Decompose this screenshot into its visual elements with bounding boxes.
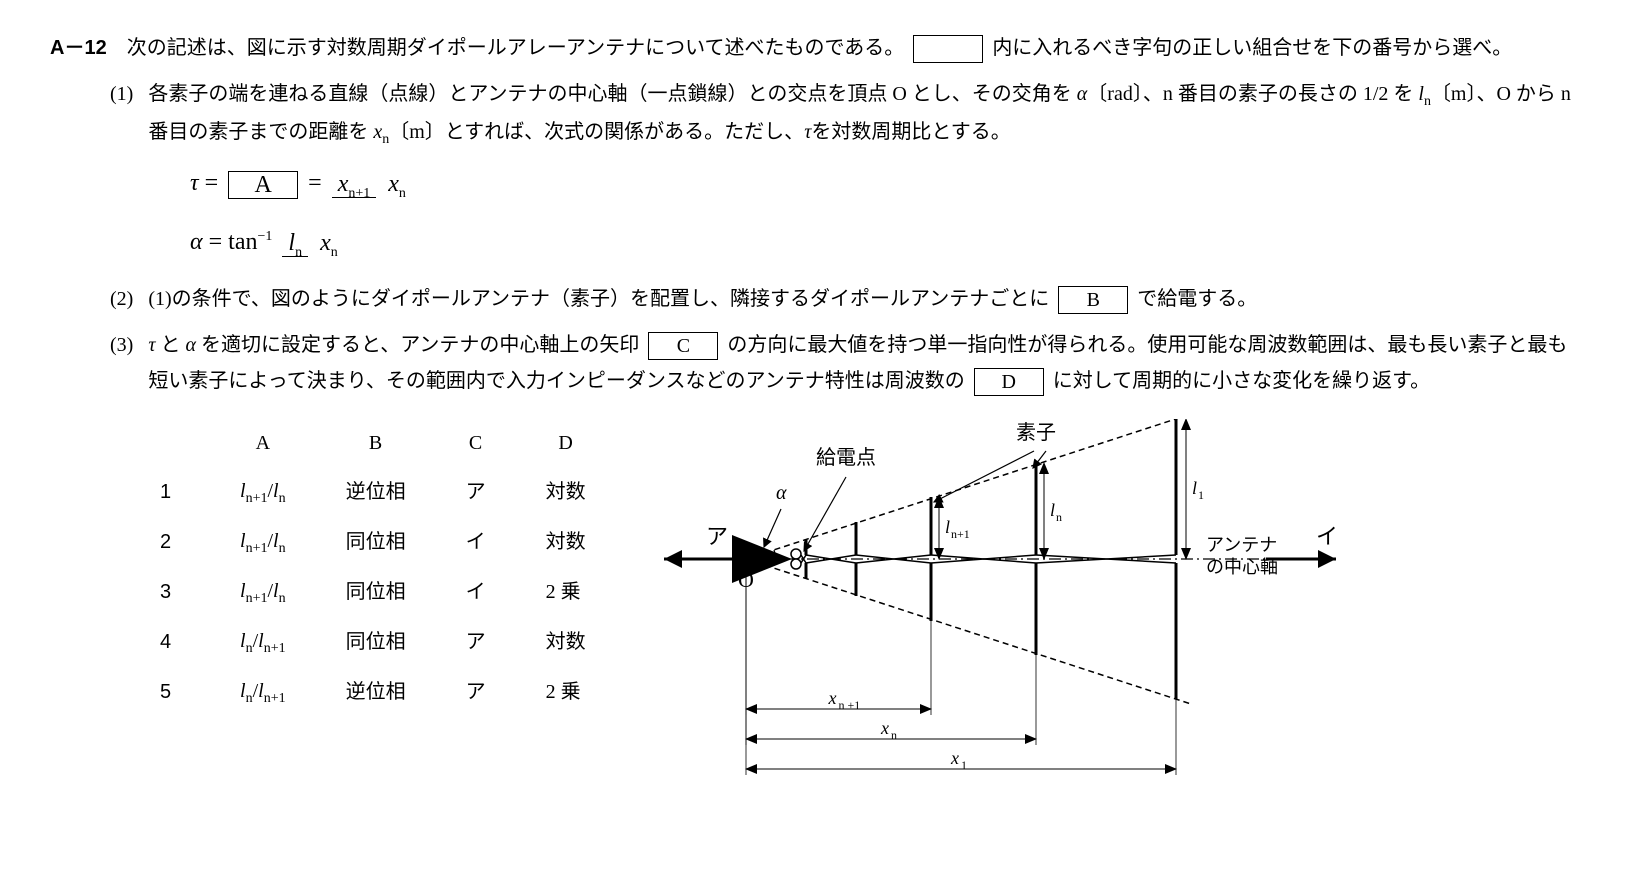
svg-text:n: n: [1056, 510, 1062, 524]
cell-c: ア: [436, 667, 516, 717]
cell-a: ln+1/ln: [210, 517, 316, 567]
row-number: 2: [150, 517, 210, 567]
cell-a: ln+1/ln: [210, 467, 316, 517]
antenna-diagram-svg: アイOα給電点素子アンテナの中心軸ln+1lnl1xn +1xnx1: [646, 419, 1346, 789]
cell-b: 逆位相: [316, 467, 436, 517]
table-header-row: A B C D: [150, 419, 616, 467]
svg-text:1: 1: [961, 758, 967, 772]
intro-suffix: 内に入れるべき字句の正しい組合せを下の番号から選べ。: [992, 37, 1512, 59]
svg-text:アンテナ: アンテナ: [1206, 535, 1277, 555]
cell-d: 2 乗: [516, 567, 616, 617]
blank-box-b: B: [1058, 286, 1128, 314]
svg-text:1: 1: [1198, 488, 1204, 502]
svg-text:x: x: [827, 688, 836, 708]
svg-text:給電点: 給電点: [816, 446, 876, 469]
fraction-lx: ln xn: [282, 222, 343, 265]
answer-table: A B C D 1 ln+1/ln 逆位相 ア 対数 2 ln+1/ln 同位相…: [150, 419, 616, 718]
svg-text:n+1: n+1: [951, 527, 970, 541]
generic-blank-box: [913, 35, 983, 63]
fraction-x: xn+1 xn: [332, 163, 412, 206]
table-row: 2 ln+1/ln 同位相 イ 対数: [150, 517, 616, 567]
svg-text:イ: イ: [1316, 524, 1338, 549]
svg-text:素子: 素子: [1016, 421, 1056, 444]
cell-d: 対数: [516, 517, 616, 567]
col-header-d: D: [516, 419, 616, 467]
cell-c: イ: [436, 567, 516, 617]
cell-c: イ: [436, 517, 516, 567]
question-header: A－12 次の記述は、図に示す対数周期ダイポールアレーアンテナについて述べたもの…: [50, 30, 1575, 66]
row-number: 3: [150, 567, 210, 617]
col-header-a: A: [210, 419, 316, 467]
cell-a: ln+1/ln: [210, 567, 316, 617]
svg-text:x: x: [880, 718, 889, 738]
item-2: (2) (1)の条件で、図のようにダイポールアンテナ（素子）を配置し、隣接するダ…: [110, 281, 1575, 317]
row-number: 1: [150, 467, 210, 517]
cell-a: ln/ln+1: [210, 617, 316, 667]
row-number: 5: [150, 667, 210, 717]
svg-text:の中心軸: の中心軸: [1206, 557, 1278, 577]
table-row: 1 ln+1/ln 逆位相 ア 対数: [150, 467, 616, 517]
cell-b: 逆位相: [316, 667, 436, 717]
item-2-text: (1)の条件で、図のようにダイポールアンテナ（素子）を配置し、隣接するダイポール…: [148, 281, 1575, 317]
question-number: A－12: [50, 30, 107, 66]
cell-b: 同位相: [316, 517, 436, 567]
item-1-text: 各素子の端を連ねる直線（点線）とアンテナの中心軸（一点鎖線）との交点を頂点 O …: [148, 76, 1575, 152]
row-number: 4: [150, 617, 210, 667]
cell-d: 2 乗: [516, 667, 616, 717]
svg-text:x: x: [950, 748, 959, 768]
col-header-c: C: [436, 419, 516, 467]
blank-box-d: D: [974, 368, 1044, 396]
cell-b: 同位相: [316, 567, 436, 617]
item-1-number: (1): [110, 76, 133, 152]
blank-box-a: A: [228, 171, 298, 199]
item-3-text: τ と α τ と α を適切に設定すると、アンテナの中心軸上の矢印を適切に設定…: [148, 327, 1575, 399]
svg-text:ア: ア: [706, 524, 728, 549]
col-header-b: B: [316, 419, 436, 467]
cell-c: ア: [436, 467, 516, 517]
item-1: (1) 各素子の端を連ねる直線（点線）とアンテナの中心軸（一点鎖線）との交点を頂…: [110, 76, 1575, 152]
table-row: 3 ln+1/ln 同位相 イ 2 乗: [150, 567, 616, 617]
svg-text:n: n: [891, 728, 897, 742]
svg-text:α: α: [776, 482, 787, 504]
cell-a: ln/ln+1: [210, 667, 316, 717]
diagram: アイOα給電点素子アンテナの中心軸ln+1lnl1xn +1xnx1: [646, 419, 1575, 801]
cell-c: ア: [436, 617, 516, 667]
item-3: (3) τ と α τ と α を適切に設定すると、アンテナの中心軸上の矢印を適…: [110, 327, 1575, 399]
item-2-number: (2): [110, 281, 133, 317]
formula-tau: τ = A = xn+1 xn: [190, 162, 1575, 206]
question-intro: 次の記述は、図に示す対数周期ダイポールアレーアンテナについて述べたものである。 …: [127, 30, 1575, 66]
table-row: 4 ln/ln+1 同位相 ア 対数: [150, 617, 616, 667]
table-row: 5 ln/ln+1 逆位相 ア 2 乗: [150, 667, 616, 717]
svg-text:n +1: n +1: [838, 698, 860, 712]
intro-text: 次の記述は、図に示す対数周期ダイポールアレーアンテナについて述べたものである。: [127, 37, 905, 59]
blank-box-c: C: [648, 332, 718, 360]
cell-d: 対数: [516, 617, 616, 667]
svg-text:l: l: [1192, 478, 1197, 498]
svg-text:l: l: [945, 517, 950, 537]
cell-b: 同位相: [316, 617, 436, 667]
cell-d: 対数: [516, 467, 616, 517]
content-row: A B C D 1 ln+1/ln 逆位相 ア 対数 2 ln+1/ln 同位相…: [50, 419, 1575, 801]
formula-alpha: α = tan−1 ln xn: [190, 221, 1575, 265]
svg-text:l: l: [1050, 500, 1055, 520]
item-3-number: (3): [110, 327, 133, 399]
